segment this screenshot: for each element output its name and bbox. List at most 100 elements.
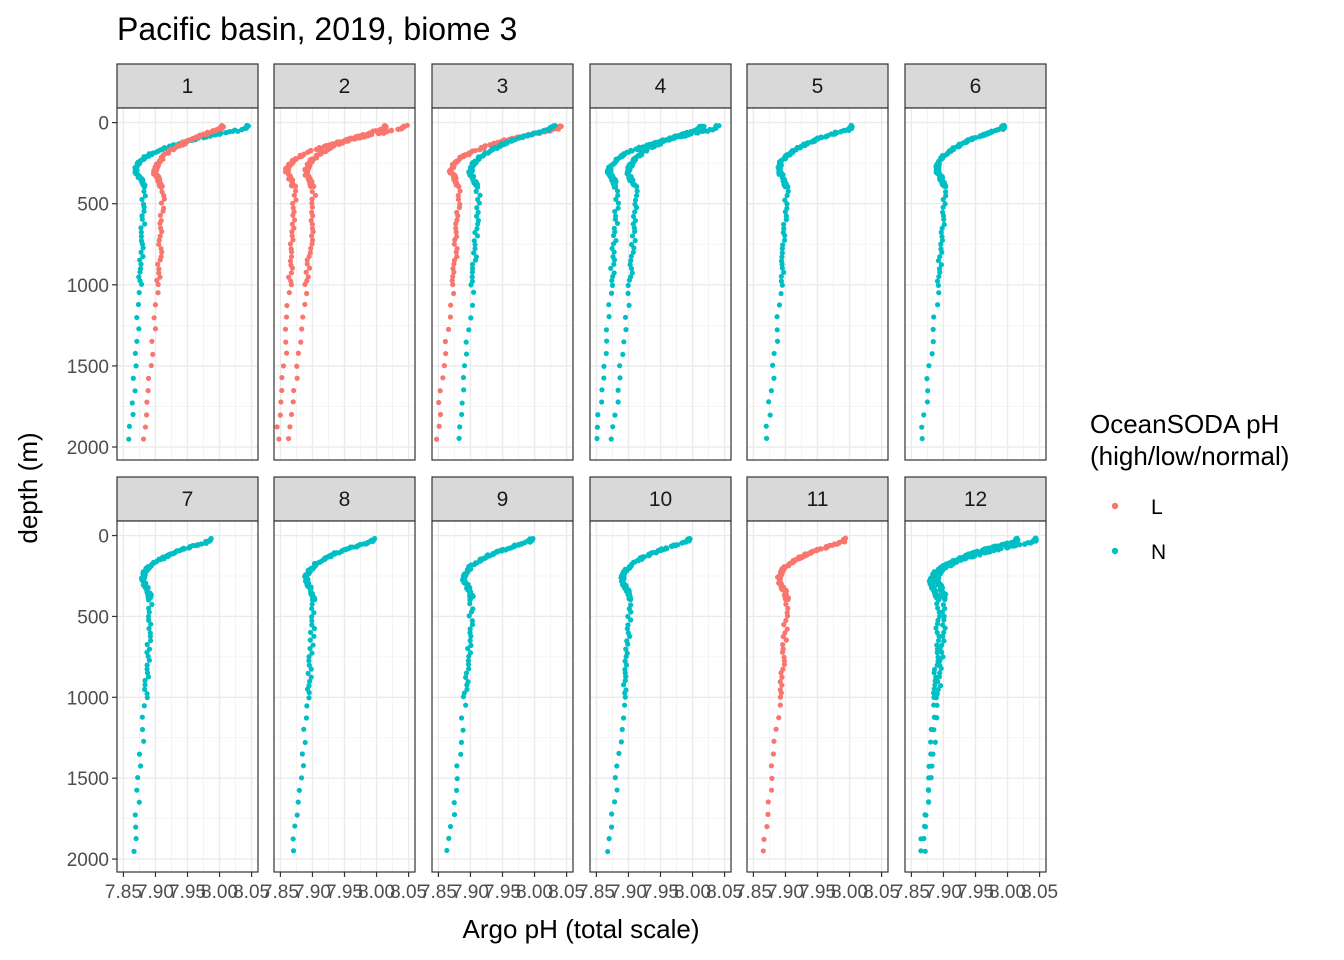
data-point-N (838, 128, 844, 135)
data-point-N (468, 642, 474, 648)
data-point-L (780, 641, 786, 648)
legend-keys: LN (1111, 496, 1166, 564)
data-point-N (473, 188, 479, 194)
data-point-L (288, 282, 294, 288)
data-point-N (842, 128, 848, 134)
data-point-N (937, 613, 943, 619)
data-point-L (156, 266, 162, 272)
data-point-N (921, 412, 927, 418)
data-point-N (937, 269, 943, 275)
data-points (290, 535, 378, 854)
data-point-L (440, 375, 446, 381)
data-point-N (939, 237, 946, 243)
data-point-N (938, 665, 944, 672)
data-point-N (620, 682, 627, 688)
data-point-L (291, 387, 297, 394)
data-point-N (774, 314, 780, 320)
data-point-N (139, 196, 145, 203)
data-point-N (290, 848, 297, 854)
data-point-N (924, 376, 930, 382)
data-point-N (779, 250, 785, 256)
data-point-L (388, 128, 395, 134)
data-point-N (142, 221, 148, 227)
data-point-N (936, 290, 942, 296)
facet-strip-label: 9 (497, 488, 509, 511)
data-point-L (288, 254, 295, 260)
legend-label-L: L (1151, 496, 1163, 519)
y-axis-title: depth (m) (13, 432, 43, 543)
data-point-N (140, 245, 146, 251)
data-point-N (766, 399, 772, 405)
data-point-N (459, 400, 465, 406)
data-point-L (302, 301, 308, 308)
data-point-N (474, 184, 480, 190)
data-point-N (929, 351, 935, 357)
data-point-L (783, 617, 789, 624)
data-point-N (133, 835, 139, 842)
data-point-N (941, 216, 947, 222)
data-point-L (293, 188, 299, 194)
data-point-N (139, 726, 146, 733)
data-point-N (774, 338, 781, 344)
data-point-N (782, 233, 788, 239)
data-point-N (138, 261, 144, 267)
x-tick-label: 8.05 (548, 882, 585, 903)
facet-panel-11: 11 (746, 476, 889, 873)
data-point-L (453, 249, 459, 255)
data-point-N (782, 209, 788, 215)
data-point-N (144, 649, 150, 655)
data-point-N (145, 596, 152, 602)
data-point-N (785, 184, 791, 190)
data-point-N (469, 274, 475, 280)
data-point-N (618, 739, 624, 745)
data-point-N (309, 650, 315, 656)
data-point-N (468, 633, 474, 639)
data-point-N (628, 265, 635, 272)
facet-strip (589, 476, 732, 522)
data-point-N (307, 637, 313, 643)
data-points (919, 122, 1008, 442)
facet-strip-label: 10 (649, 488, 672, 511)
data-point-L (282, 326, 289, 332)
data-point-N (935, 654, 941, 660)
data-point-N (133, 363, 139, 369)
data-point-L (289, 265, 296, 271)
data-point-N (622, 694, 628, 700)
data-point-L (294, 363, 300, 369)
data-point-N (463, 674, 469, 680)
data-point-L (202, 131, 208, 137)
data-point-N (633, 193, 640, 199)
x-tick-label: 7.90 (767, 882, 804, 903)
data-point-L (303, 269, 309, 275)
data-point-L (437, 411, 444, 418)
data-point-N (465, 658, 471, 664)
data-point-N (307, 678, 313, 685)
data-point-N (626, 302, 632, 308)
data-point-N (779, 282, 785, 288)
data-point-N (936, 567, 942, 573)
data-point-N (617, 363, 623, 369)
data-point-L (291, 192, 297, 198)
data-point-L (151, 315, 157, 321)
data-point-N (935, 686, 941, 693)
data-point-N (928, 775, 934, 781)
data-point-L (455, 213, 461, 219)
x-tick-label: 7.95 (957, 882, 994, 903)
data-point-N (614, 787, 620, 793)
x-tick-label: 8.05 (390, 882, 427, 903)
data-point-N (308, 666, 314, 672)
data-point-N (928, 726, 934, 732)
data-point-N (466, 653, 472, 659)
data-point-N (922, 848, 928, 854)
data-point-N (939, 225, 945, 231)
data-point-N (931, 686, 937, 692)
data-point-N (634, 183, 640, 190)
data-point-L (144, 399, 150, 405)
data-point-L (455, 183, 462, 189)
x-tick-label: 7.95 (799, 882, 836, 903)
data-point-N (632, 228, 638, 235)
data-point-L (290, 399, 296, 405)
data-point-L (159, 229, 165, 235)
chart-title: Pacific basin, 2019, biome 3 (117, 11, 517, 47)
data-point-N (609, 282, 616, 288)
